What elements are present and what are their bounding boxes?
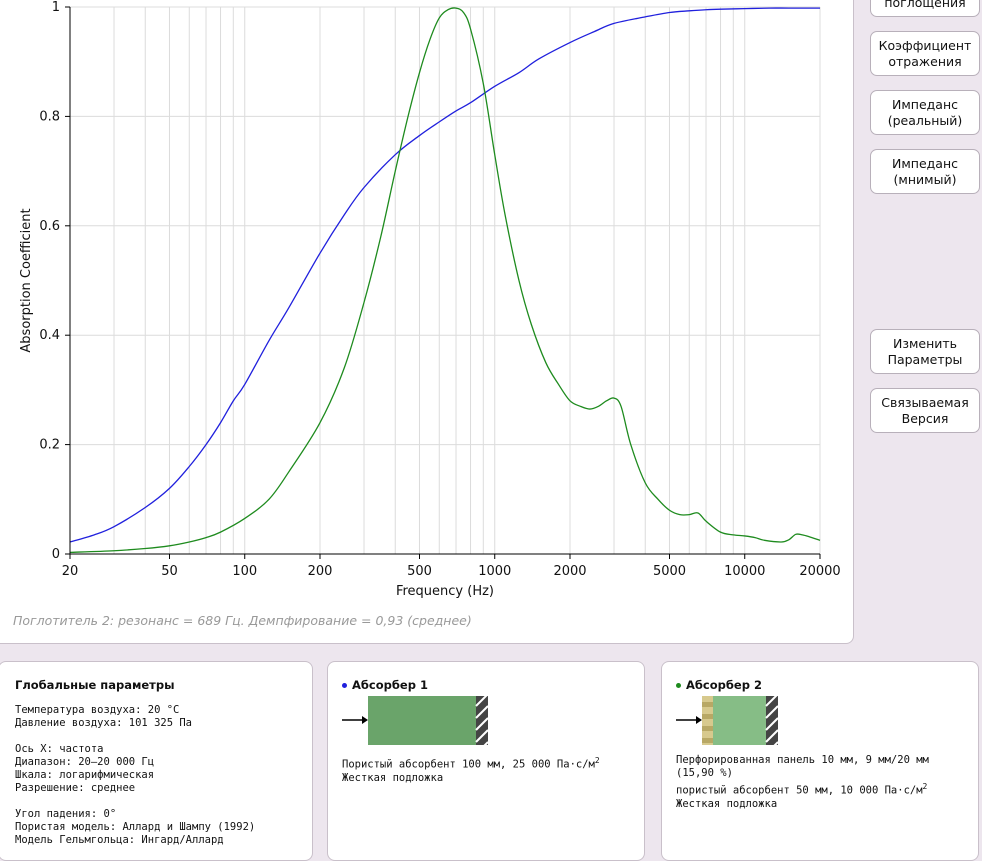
incidence-angle: Угол падения: 0° <box>15 808 117 820</box>
porous-layer <box>368 696 476 745</box>
impedance-real-label-1: Импеданс <box>892 96 958 112</box>
change-parameters-label-2: Параметры <box>887 351 963 367</box>
x-tick-label: 50 <box>161 564 178 579</box>
y-tick-label: 0.6 <box>39 219 60 234</box>
linkable-version-label-2: Версия <box>901 410 949 426</box>
arrow-head-icon <box>696 716 702 724</box>
global-parameters-card: Глобальные параметры Температура воздуха… <box>0 661 313 861</box>
y-tick-label: 1 <box>52 0 60 15</box>
absorber-1-diagram <box>342 696 489 746</box>
resolution-param: Разрешение: среднее <box>15 782 136 794</box>
helmholtz-model: Модель Гельмгольца: Ингард/Аллард <box>15 834 224 846</box>
x-axis-label: Frequency (Hz) <box>396 584 494 599</box>
series-2-line <box>69 7 821 554</box>
impedance-imaginary-label-1: Импеданс <box>892 155 958 171</box>
y-tick-label: 0.4 <box>39 328 60 343</box>
y-tick-label: 0 <box>52 547 60 562</box>
absorber-2-description: Перфорированная панель 10 мм, 9 мм/20 мм… <box>676 754 976 811</box>
absorber-2-dot-icon <box>676 683 681 688</box>
absorber-2-card[interactable]: Абсорбер 2 Перфорированная панель 10 мм,… <box>661 661 979 861</box>
backing-hatch-icon <box>765 696 779 746</box>
global-parameters-list: Температура воздуха: 20 °C Давление возд… <box>15 704 255 847</box>
absorber-1-card[interactable]: Абсорбер 1 Пористый абсорбент 100 мм, 25… <box>327 661 645 861</box>
scale-param: Шкала: логарифмическая <box>15 769 155 781</box>
range-param: Диапазон: 20–20 000 Гц <box>15 756 155 768</box>
air-pressure: Давление воздуха: 101 325 Па <box>15 717 193 729</box>
perforated-panel <box>702 696 713 745</box>
absorber-1-description: Пористый абсорбент 100 мм, 25 000 Па·с/м… <box>342 754 642 785</box>
x-tick-label: 1000 <box>478 564 511 579</box>
reflection-button-label-2: отражения <box>888 53 962 69</box>
absorber-1-sup: 2 <box>594 756 600 765</box>
arrow-head-icon <box>362 716 368 724</box>
impedance-real-label-2: (реальный) <box>887 112 963 128</box>
absorber-1-layer: Пористый абсорбент 100 мм, 25 000 Па·с/м <box>342 758 595 771</box>
impedance-real-button[interactable]: Импеданс (реальный) <box>870 90 980 135</box>
change-parameters-label-1: Изменить <box>892 335 958 351</box>
x-tick-label: 5000 <box>653 564 686 579</box>
y-tick-label: 0.2 <box>39 438 60 453</box>
absorber-2-open-area: (15,90 %) <box>676 767 733 779</box>
linkable-version-label-1: Связываемая <box>881 394 969 410</box>
chart-panel: 0 0.2 0.4 0.6 0.8 1 20 50 100 200 500 1000 2000 5000 1… <box>0 0 854 644</box>
x-tick-label: 2000 <box>553 564 586 579</box>
x-tick-label: 20 <box>62 564 79 579</box>
porous-model: Пористая модель: Аллард и Шампу (1992) <box>15 821 256 833</box>
absorber-1-dot-icon <box>342 683 347 688</box>
porous-layer <box>713 696 766 745</box>
absorber-2-backing: Жесткая подложка <box>676 797 778 810</box>
absorber-2-title: Абсорбер 2 <box>676 678 762 692</box>
absorber-2-title-text: Абсорбер 2 <box>686 678 762 692</box>
absorber-1-backing: Жесткая подложка <box>342 771 444 784</box>
global-parameters-title: Глобальные параметры <box>15 678 175 692</box>
series-1-line <box>69 7 820 543</box>
absorber-2-diagram <box>676 696 779 746</box>
absorber-1-title: Абсорбер 1 <box>342 678 428 692</box>
backing-hatch-icon <box>475 696 489 746</box>
absorber-2-sup: 2 <box>922 782 928 791</box>
absorption-coefficient-button[interactable]: поглощения <box>870 0 980 17</box>
x-axis-param: Ось X: частота <box>15 743 104 755</box>
absorber-2-layer: пористый абсорбент 50 мм, 10 000 Па·с/м <box>676 784 923 797</box>
absorber-2-panel: Перфорированная панель 10 мм, 9 мм/20 мм <box>676 754 929 766</box>
reflection-coefficient-button[interactable]: Коэффициент отражения <box>870 31 980 76</box>
x-tick-label: 500 <box>407 564 432 579</box>
impedance-imaginary-button[interactable]: Импеданс (мнимый) <box>870 149 980 194</box>
absorption-chart: 0 0.2 0.4 0.6 0.8 1 20 50 100 200 500 1000 2000 5000 1… <box>19 0 841 599</box>
absorber-1-title-text: Абсорбер 1 <box>352 678 428 692</box>
reflection-button-label-1: Коэффициент <box>878 37 972 53</box>
x-tick-label: 200 <box>308 564 333 579</box>
x-tick-label: 10000 <box>724 564 765 579</box>
x-tick-label: 20000 <box>799 564 840 579</box>
x-tick-label: 100 <box>232 564 257 579</box>
y-tick-label: 0.8 <box>39 109 60 124</box>
linkable-version-button[interactable]: Связываемая Версия <box>870 388 980 433</box>
air-temperature: Температура воздуха: 20 °C <box>15 704 180 716</box>
status-line: Поглотитель 2: резонанс = 689 Гц. Демпфи… <box>13 613 472 628</box>
impedance-imaginary-label-2: (мнимый) <box>893 171 957 187</box>
y-axis-label: Absorption Coefficient <box>19 208 34 352</box>
absorption-button-label: поглощения <box>884 0 966 10</box>
change-parameters-button[interactable]: Изменить Параметры <box>870 329 980 374</box>
